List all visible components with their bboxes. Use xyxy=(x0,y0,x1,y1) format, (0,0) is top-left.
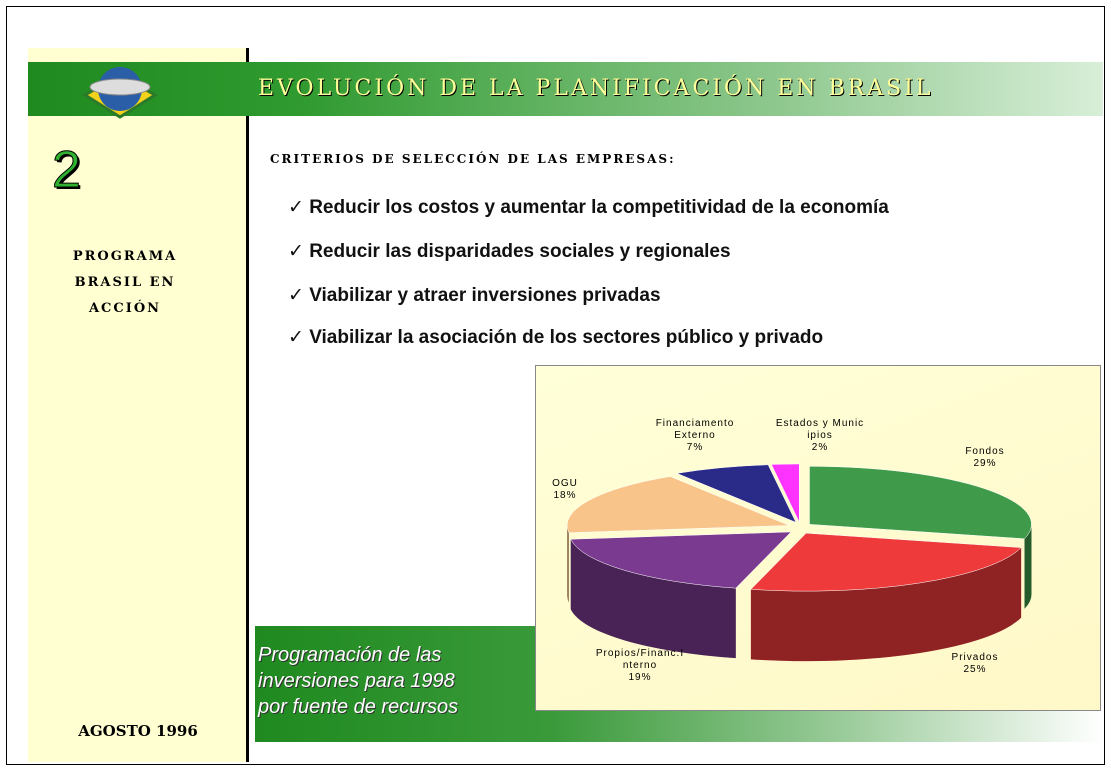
slice-shade xyxy=(570,539,736,659)
bullet: Reducir los costos y aumentar la competi… xyxy=(288,196,889,219)
slice-side xyxy=(567,525,569,603)
bullet: Viabilizar y atraer inversiones privadas xyxy=(288,284,660,307)
pie-slice xyxy=(809,466,1032,609)
caption-line: por fuente de recursos xyxy=(258,696,459,718)
bullet: Viabilizar la asociación de los sectores… xyxy=(288,326,823,349)
slice-label: Fondos xyxy=(965,446,1005,457)
slice-label: OGU xyxy=(552,478,578,489)
slice-side xyxy=(750,547,1022,662)
slice-label: Privados xyxy=(951,652,999,663)
slice-top xyxy=(771,463,800,523)
slice-label: Financiamento Externo xyxy=(655,418,735,441)
slice-value-label: 7% xyxy=(686,442,704,453)
side-panel xyxy=(28,48,249,762)
section-number: 2 xyxy=(52,141,82,200)
caption-line: inversiones para 1998 xyxy=(258,670,455,692)
slice-value-label: 29% xyxy=(973,458,997,469)
logo xyxy=(82,67,158,119)
title: EVOLUCIÓN DE LA PLANIFICACIÓN EN BRASIL xyxy=(258,76,934,101)
program-name: PROGRAMA BRASIL EN ACCIÓN xyxy=(72,249,178,316)
slice-side xyxy=(570,539,736,659)
slice-shade xyxy=(1024,524,1032,609)
slice-shade xyxy=(750,547,1022,662)
slice-label: Estados y Municipios xyxy=(775,418,865,441)
slice-top xyxy=(750,532,1022,592)
pie-slice xyxy=(566,476,790,603)
title-bar xyxy=(28,62,1103,116)
pie-slice xyxy=(570,531,792,659)
slice-label: Propios/Financ.Interno xyxy=(595,648,685,671)
date: AGOSTO 1996 xyxy=(78,722,198,740)
pie-slice xyxy=(771,463,800,523)
slice-top xyxy=(570,531,792,589)
pie-slice xyxy=(676,464,797,523)
slice-top xyxy=(566,476,790,533)
caption-line: Programación de las xyxy=(258,644,442,666)
subtitle: CRITERIOS DE SELECCIÓN DE LAS EMPRESAS: xyxy=(270,152,676,166)
slice-top xyxy=(809,466,1032,540)
pie-slice xyxy=(750,532,1022,662)
frame xyxy=(6,6,1105,765)
slice-value-label: 18% xyxy=(553,490,577,501)
bullet: Reducir las disparidades sociales y regi… xyxy=(288,240,730,263)
slice-shade xyxy=(567,525,569,603)
slice-value-label: 19% xyxy=(628,672,652,683)
slice-side xyxy=(1024,524,1032,609)
slice-top xyxy=(676,464,797,523)
slice-value-label: 2% xyxy=(811,442,829,453)
slice-value-label: 25% xyxy=(963,664,987,675)
